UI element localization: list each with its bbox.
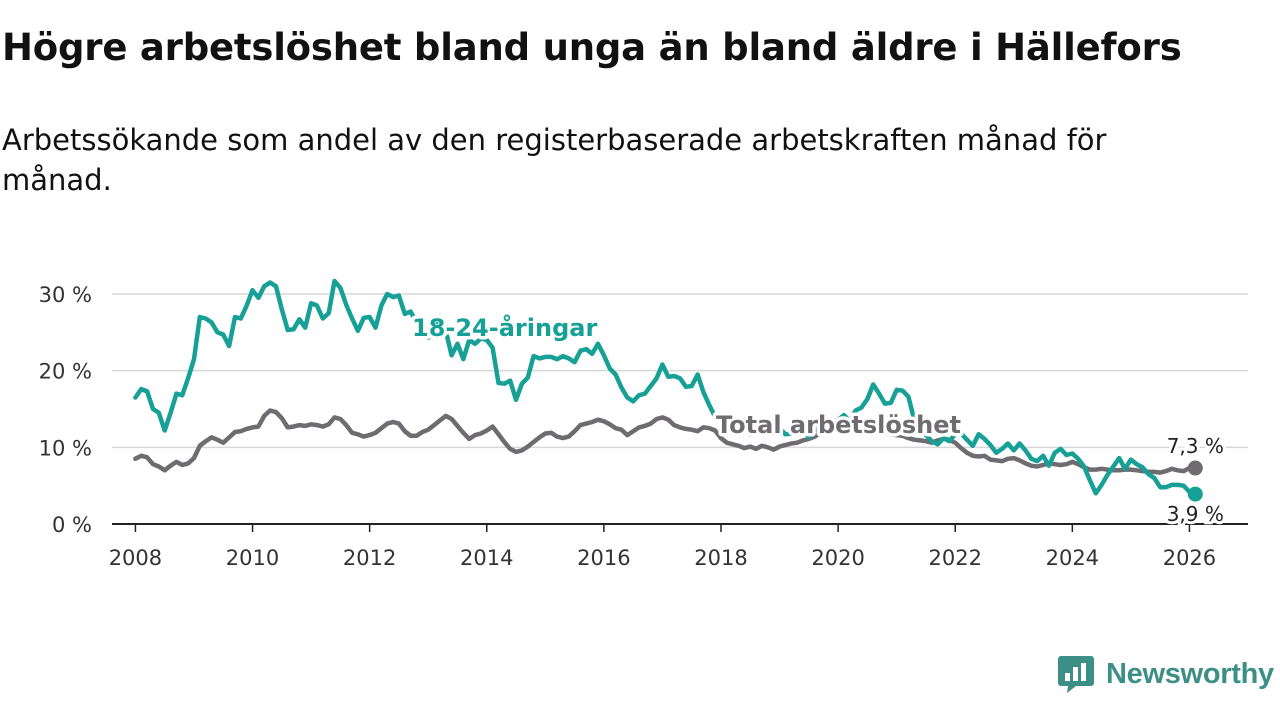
newsworthy-logo-icon (1058, 656, 1094, 693)
series-line-total (133, 408, 1198, 475)
series-label-youth: 18-24-åringar (412, 313, 597, 342)
end-marker-youth (1187, 486, 1203, 502)
x-tick-label: 2024 (1046, 546, 1099, 570)
chart-subtitle: Arbetssökande som andel av den registerb… (2, 123, 1107, 197)
end-label-youth: 3,9 % (1167, 502, 1224, 526)
y-tick-label: 10 % (39, 436, 92, 460)
x-tick-label: 2020 (811, 546, 864, 570)
x-tick-label: 2010 (226, 546, 279, 570)
newsworthy-logo[interactable]: Newsworthy (1058, 654, 1274, 694)
y-tick-label: 30 % (39, 283, 92, 307)
newsworthy-logo-text: Newsworthy (1106, 657, 1274, 690)
chart-title: Högre arbetslöshet bland unga än bland ä… (2, 26, 1182, 69)
end-label-total: 7,3 % (1167, 434, 1224, 458)
end-marker-total (1187, 460, 1203, 476)
x-tick-label: 2014 (460, 546, 513, 570)
x-tick-label: 2016 (577, 546, 630, 570)
y-tick-label: 20 % (39, 360, 92, 384)
x-tick-label: 2008 (109, 546, 162, 570)
series-label-total: Total arbetslöshet (716, 411, 961, 439)
x-tick-label: 2022 (928, 546, 981, 570)
y-tick-label: 0 % (52, 513, 92, 537)
series-line-youth (133, 278, 1198, 497)
x-tick-label: 2018 (694, 546, 747, 570)
x-tick-label: 2026 (1163, 546, 1216, 570)
x-tick-label: 2012 (343, 546, 396, 570)
